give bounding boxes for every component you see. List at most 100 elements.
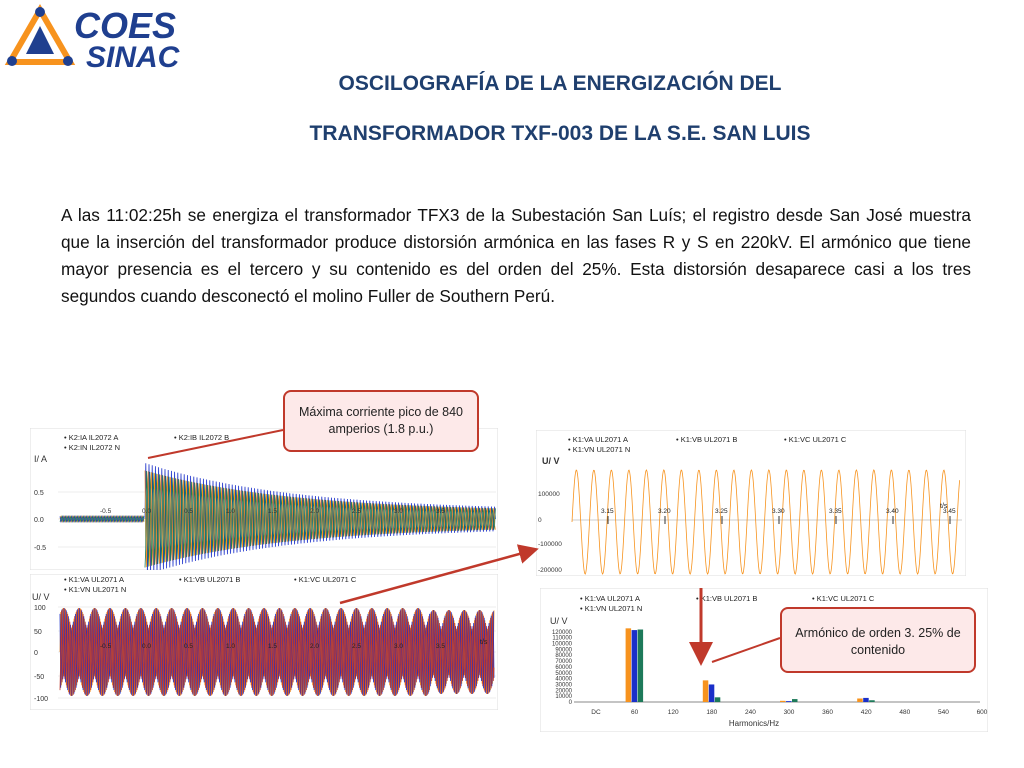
harmonics-ylabel: U/ V bbox=[550, 616, 568, 626]
x-tick-label: 3.20 bbox=[658, 508, 671, 515]
x-tick-label: DC bbox=[591, 709, 601, 716]
y-tick-label: -100000 bbox=[538, 541, 562, 548]
y-tick-label: 60000 bbox=[555, 665, 572, 671]
x-tick-label: 3.25 bbox=[715, 508, 728, 515]
legend-entry: • K1:VN UL2071 N bbox=[64, 585, 126, 594]
y-tick-label: 0.0 bbox=[34, 517, 44, 524]
x-tick-label: 2.5 bbox=[352, 508, 361, 515]
legend-entry: • K1:VA UL2071 A bbox=[568, 435, 628, 444]
harmonic-bar bbox=[863, 697, 869, 702]
page-title-line-2: TRANSFORMADOR TXF-003 DE LA S.E. SAN LUI… bbox=[309, 122, 811, 145]
harmonics-xlabel: Harmonics/Hz bbox=[729, 719, 779, 728]
x-axis-label: t/s bbox=[940, 503, 948, 510]
x-tick-label: 240 bbox=[745, 709, 756, 716]
y-tick-label: 100000 bbox=[538, 491, 560, 498]
y-tick-label: -100 bbox=[34, 696, 48, 703]
x-tick-label: 480 bbox=[899, 709, 910, 716]
x-tick-label: 600 bbox=[977, 709, 988, 716]
voltage-oscillogram-chart: • K1:VA UL2071 A • K1:VB UL2071 B • K1:VC … bbox=[30, 574, 498, 710]
x-tick-label: 3.15 bbox=[601, 508, 614, 515]
voltage-zoom-chart: • K1:VA UL2071 A • K1:VB UL2071 B • K1:VC … bbox=[536, 430, 966, 576]
harmonic-bar bbox=[792, 699, 798, 702]
harmonic-bar bbox=[786, 701, 792, 702]
y-tick-label: 20000 bbox=[555, 688, 572, 694]
harmonic-bar bbox=[631, 630, 638, 702]
waveform-trace bbox=[144, 463, 496, 570]
x-tick-label: 3.40 bbox=[886, 508, 899, 515]
y-tick-label: 10000 bbox=[555, 694, 572, 700]
x-tick-label: 1.0 bbox=[226, 508, 235, 515]
peak-pointer-line bbox=[147, 429, 284, 459]
x-tick-label: 540 bbox=[938, 709, 949, 716]
x-tick-label: 1.0 bbox=[226, 643, 235, 650]
third-harmonic-callout: Armónico de orden 3. 25% de contenido bbox=[780, 607, 976, 673]
x-tick-label: 0.5 bbox=[184, 643, 193, 650]
x-tick-label: 2.0 bbox=[310, 643, 319, 650]
legend-entry: • K1:VC UL2071 C bbox=[812, 594, 875, 603]
x-tick-label: 3.35 bbox=[829, 508, 842, 515]
x-tick-label: -0.5 bbox=[100, 508, 112, 515]
legend-entry: • K2:IA IL2072 A bbox=[64, 433, 118, 442]
x-tick-label: 180 bbox=[706, 709, 717, 716]
x-tick-label: 2.0 bbox=[310, 508, 319, 515]
waveform-trace bbox=[59, 514, 145, 524]
y-tick-label: 90000 bbox=[555, 647, 572, 653]
x-tick-label: -0.5 bbox=[100, 643, 112, 650]
legend-entry: • K1:VC UL2071 C bbox=[294, 575, 357, 584]
harmonic-bar bbox=[702, 680, 709, 702]
voltage-ylabel: U/ V bbox=[32, 592, 50, 602]
y-tick-label: 0 bbox=[569, 700, 573, 706]
waveform-trace bbox=[59, 514, 145, 524]
harmonic-pointer-line bbox=[711, 637, 781, 663]
y-tick-label: 0 bbox=[538, 517, 542, 524]
y-tick-label: 100 bbox=[34, 605, 46, 612]
x-tick-label: 0.0 bbox=[142, 508, 151, 515]
x-axis-label: t/s bbox=[480, 639, 488, 646]
y-tick-label: 110000 bbox=[552, 636, 572, 642]
x-tick-label: 3.5 bbox=[436, 508, 445, 515]
current-oscillogram-chart: • K2:IA IL2072 A• K2:IB IL2072 B• K2:IC … bbox=[30, 428, 498, 570]
y-tick-label: 30000 bbox=[555, 682, 572, 688]
triangle-logo-icon bbox=[4, 3, 76, 66]
harmonic-bar bbox=[714, 697, 721, 702]
legend-entry: • K1:VA UL2071 A bbox=[580, 594, 640, 603]
x-tick-label: 420 bbox=[861, 709, 872, 716]
y-tick-label: 0 bbox=[34, 650, 38, 657]
legend-entry: • K1:VA UL2071 A bbox=[64, 575, 124, 584]
page-title-line-1: OSCILOGRAFÍA DE LA ENERGIZACIÓN DEL bbox=[338, 72, 782, 95]
y-tick-label: -0.5 bbox=[34, 545, 46, 552]
legend-entry: • K2:IB IL2072 B bbox=[174, 433, 229, 442]
legend-entry: • K1:VB UL2071 B bbox=[696, 594, 757, 603]
waveform-trace bbox=[59, 514, 145, 524]
x-tick-label: 0.5 bbox=[184, 508, 193, 515]
y-tick-label: 40000 bbox=[555, 677, 572, 683]
legend-entry: • K2:IN IL2072 N bbox=[64, 443, 120, 452]
legend-entry: • K1:VB UL2071 B bbox=[676, 435, 737, 444]
y-tick-label: 50 bbox=[34, 629, 42, 636]
x-tick-label: 0.0 bbox=[142, 643, 151, 650]
legend-entry: • K1:VC UL2071 C bbox=[784, 435, 847, 444]
body-paragraph: A las 11:02:25h se energiza el transform… bbox=[61, 205, 971, 306]
harmonic-bar bbox=[869, 700, 875, 702]
y-tick-label: 0.5 bbox=[34, 490, 44, 497]
x-tick-label: 300 bbox=[784, 709, 795, 716]
y-tick-label: 70000 bbox=[555, 659, 572, 665]
x-tick-label: 360 bbox=[822, 709, 833, 716]
legend-entry: • K1:VN UL2071 N bbox=[580, 604, 642, 613]
x-tick-label: 3.0 bbox=[394, 508, 403, 515]
y-tick-label: -50 bbox=[34, 674, 44, 681]
harmonic-bar bbox=[625, 628, 632, 702]
x-tick-label: 2.5 bbox=[352, 643, 361, 650]
y-tick-label: 80000 bbox=[555, 653, 572, 659]
x-tick-label: 3.45 bbox=[943, 508, 956, 515]
waveform-trace bbox=[144, 470, 496, 568]
x-tick-label: 1.5 bbox=[268, 643, 277, 650]
legend-entry: • K1:VN UL2071 N bbox=[568, 445, 630, 454]
harmonic-bar bbox=[708, 684, 715, 702]
waveform-trace bbox=[571, 469, 960, 575]
peak-current-callout: Máxima corriente pico de 840 amperios (1… bbox=[283, 390, 479, 452]
y-tick-label: -200000 bbox=[538, 567, 562, 574]
logo-sinac-text: SINAC bbox=[86, 41, 181, 70]
current-ylabel: I/ A bbox=[34, 454, 47, 464]
